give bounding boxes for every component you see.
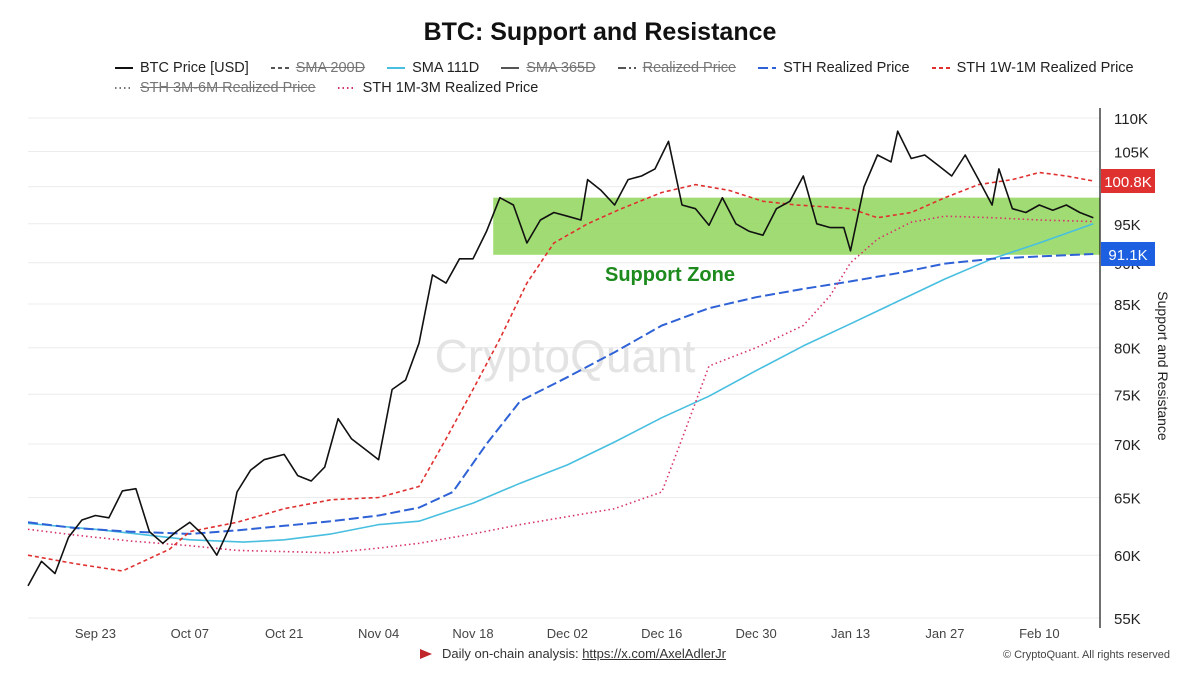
- legend-item[interactable]: BTC Price [USD]: [115, 58, 249, 78]
- x-tick-label: Nov 18: [452, 626, 493, 641]
- legend-item[interactable]: STH 1M-3M Realized Price: [337, 78, 539, 98]
- y-tick-label: 55K: [1114, 611, 1141, 628]
- series-line-sma-111d: [27, 223, 1094, 543]
- x-tick-label: Jan 27: [925, 626, 964, 641]
- legend-item[interactable]: STH 1W-1M Realized Price: [931, 58, 1134, 78]
- chart-title: BTC: Support and Resistance: [423, 18, 777, 46]
- support-zone-band: [493, 197, 1101, 255]
- legend-row: BTC Price [USD] SMA 200D SMA 111D SMA 365D R…: [115, 58, 1134, 78]
- copyright: © CryptoQuant. All rights reserved: [1002, 649, 1170, 661]
- x-tick-label: Dec 30: [736, 626, 777, 641]
- watermark: CryptoQuant: [435, 330, 696, 382]
- legend-label: STH Realized Price: [783, 60, 910, 76]
- series-line-btc-price-usd-: [27, 130, 1094, 587]
- legend-label: Realized Price: [642, 60, 737, 76]
- last-value-tag-bg: [1101, 241, 1155, 266]
- y-tick-label: 110K: [1114, 111, 1148, 128]
- x-tick-label: Dec 16: [641, 626, 682, 641]
- legend-swatch: [270, 67, 289, 69]
- footer-text: Daily on-chain analysis:: [442, 646, 579, 661]
- legend-item[interactable]: STH Realized Price: [758, 58, 910, 78]
- legend-item[interactable]: SMA 111D: [387, 58, 479, 78]
- legend-label: BTC Price [USD]: [140, 60, 249, 76]
- flag-icon: [420, 649, 432, 659]
- legend-label: SMA 200D: [295, 60, 366, 76]
- y-axis-label: Support and Resistance: [1155, 291, 1171, 441]
- y-tick-label: 85K: [1114, 297, 1141, 314]
- last-value-tag: 100.8K: [1104, 174, 1152, 191]
- x-tick-label: Jan 13: [831, 626, 870, 641]
- legend-swatch: [115, 87, 133, 89]
- legend-item[interactable]: Realized Price: [617, 58, 737, 78]
- x-tick-label: Feb 10: [1019, 626, 1059, 641]
- last-value-tag: 91.1K: [1108, 247, 1147, 264]
- x-tick-label: Nov 04: [358, 626, 399, 641]
- y-tick-label: 65K: [1114, 490, 1141, 507]
- legend-label: STH 3M-6M Realized Price: [140, 80, 316, 96]
- legend-swatch: [387, 67, 406, 69]
- x-tick-label: Sep 23: [75, 626, 116, 641]
- legend-label: STH 1M-3M Realized Price: [362, 80, 539, 96]
- last-value-tag-bg: [1101, 169, 1155, 194]
- series-line-sth-realized-price: [27, 253, 1094, 535]
- legend-swatch: [931, 67, 950, 69]
- legend-swatch: [337, 87, 356, 89]
- legend-item[interactable]: SMA 200D: [270, 58, 366, 78]
- legend-item[interactable]: STH 3M-6M Realized Price: [115, 78, 316, 98]
- y-tick-label: 70K: [1114, 437, 1141, 454]
- y-tick-label: 105K: [1114, 145, 1149, 162]
- legend: BTC Price [USD] SMA 200D SMA 111D SMA 365D R…: [115, 58, 1134, 98]
- y-tick-label: 95K: [1114, 217, 1141, 234]
- x-tick-label: Oct 21: [265, 626, 303, 641]
- legend-swatch: [115, 67, 133, 69]
- legend-swatch: [617, 67, 636, 69]
- legend-label: STH 1W-1M Realized Price: [956, 60, 1134, 76]
- x-tick-label: Oct 07: [171, 626, 209, 641]
- support-zone-label: Support Zone: [605, 264, 735, 286]
- footer-link[interactable]: https://x.com/AxelAdlerJr: [582, 646, 726, 661]
- legend-row: STH 3M-6M Realized Price STH 1M-3M Realiz…: [115, 78, 1115, 98]
- y-tick-label: 80K: [1114, 341, 1141, 358]
- footer: Daily on-chain analysis: https://x.com/A…: [420, 646, 726, 661]
- series-line-sth-1w-1m-realized-price: [27, 171, 1094, 572]
- legend-swatch: [758, 67, 777, 69]
- x-tick-label: Dec 02: [547, 626, 588, 641]
- legend-label: SMA 365D: [526, 60, 596, 76]
- legend-swatch: [501, 67, 520, 69]
- legend-label: SMA 111D: [412, 60, 480, 76]
- legend-item[interactable]: SMA 365D: [501, 58, 596, 78]
- y-tick-label: 75K: [1114, 387, 1141, 404]
- y-tick-label: 60K: [1114, 548, 1141, 565]
